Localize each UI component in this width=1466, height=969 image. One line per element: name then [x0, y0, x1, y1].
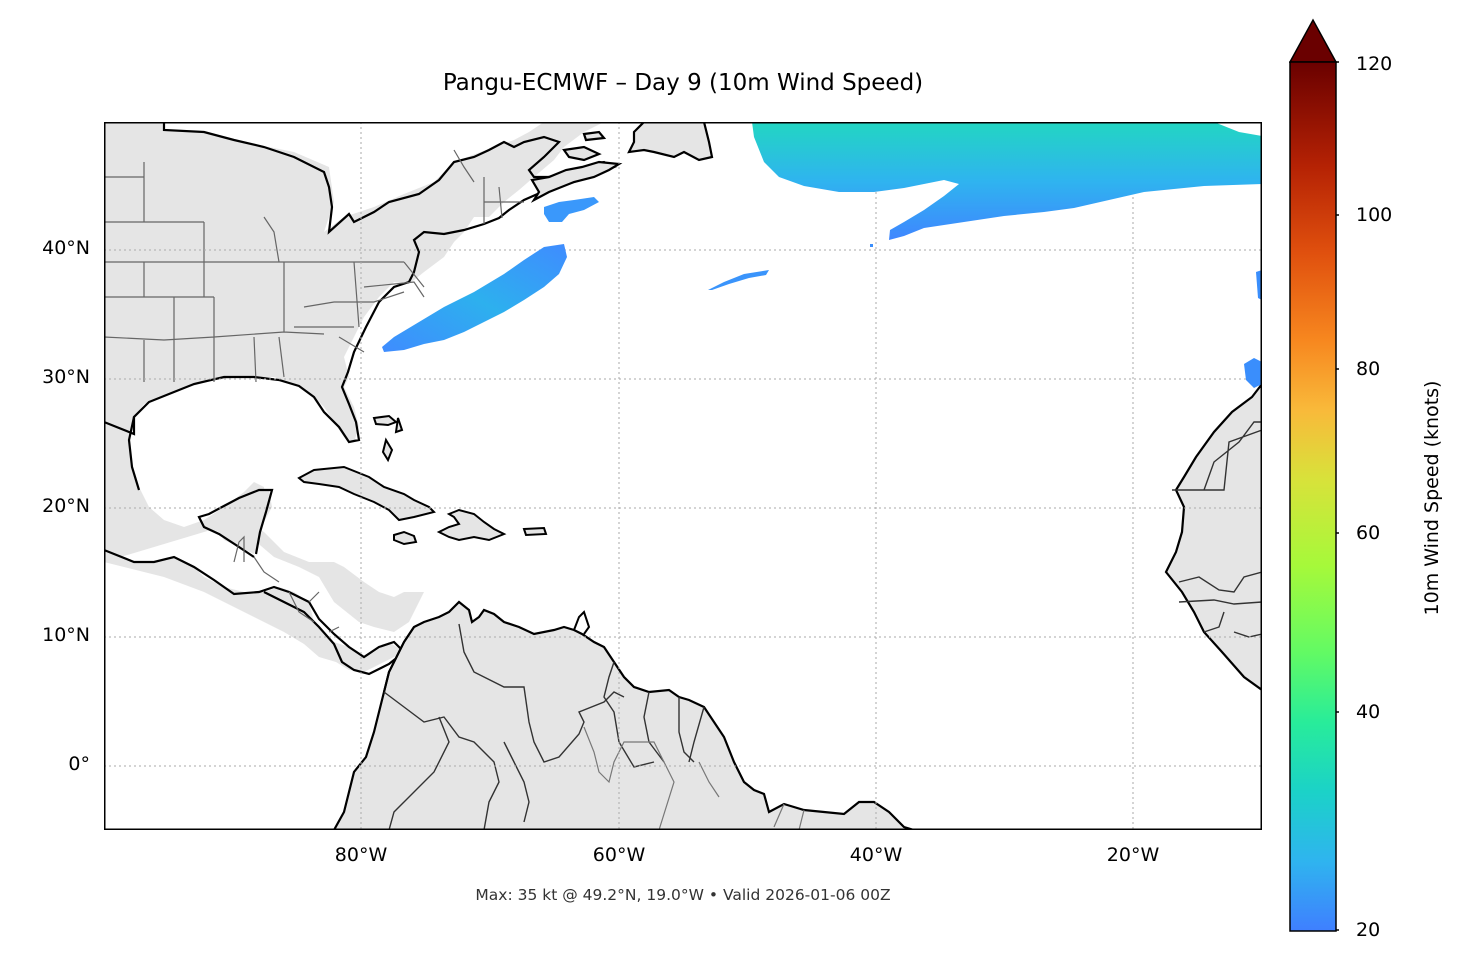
lon-label-80w: 80°W [334, 844, 388, 866]
caribbean-islands [297, 414, 548, 546]
land-north-america [104, 122, 604, 672]
coastline-gulf-mexico [104, 416, 406, 676]
lon-label-40w: 40°W [849, 844, 903, 866]
colorbar-tick-40: 40 [1356, 701, 1381, 723]
colorbar-tick-20: 20 [1356, 919, 1381, 941]
lat-label-20n: 20°N [42, 495, 90, 517]
colorbar-label: 10m Wind Speed (knots) [1421, 380, 1443, 616]
lat-label-30n: 30°N [42, 366, 90, 388]
colorbar-tick-80: 80 [1356, 358, 1381, 380]
lat-label-10n: 10°N [42, 624, 90, 646]
wind-africa-south [1244, 358, 1262, 388]
gridlines [104, 122, 1262, 830]
figure-title: Pangu-ECMWF – Day 9 (10m Wind Speed) [442, 70, 924, 96]
wind-jet-band [752, 122, 1262, 240]
land-atlantic-canada [530, 122, 714, 203]
colorbar-extend-arrow [1288, 18, 1338, 63]
wind-nova-scotia [544, 197, 599, 222]
map-border [104, 122, 1262, 830]
wind-us-coast [382, 244, 567, 352]
wind-mid-atlantic [708, 270, 769, 290]
colorbar [1288, 18, 1339, 932]
max-valid-caption: Max: 35 kt @ 49.2°N, 19.0°W • Valid 2026… [475, 886, 891, 904]
state-borders [104, 149, 524, 633]
wind-speed-field [382, 122, 1262, 388]
lat-label-0: 0° [68, 753, 90, 775]
colorbar-tick-120: 120 [1356, 53, 1393, 75]
lat-label-40n: 40°N [42, 237, 90, 259]
lon-label-20w: 20°W [1106, 844, 1160, 866]
lon-label-60w: 60°W [592, 844, 646, 866]
colorbar-tick-60: 60 [1356, 522, 1381, 544]
colorbar-tick-100: 100 [1356, 204, 1393, 226]
land-south-america [332, 600, 915, 830]
map-plot-area [104, 122, 1262, 830]
land-west-africa [1164, 382, 1262, 692]
